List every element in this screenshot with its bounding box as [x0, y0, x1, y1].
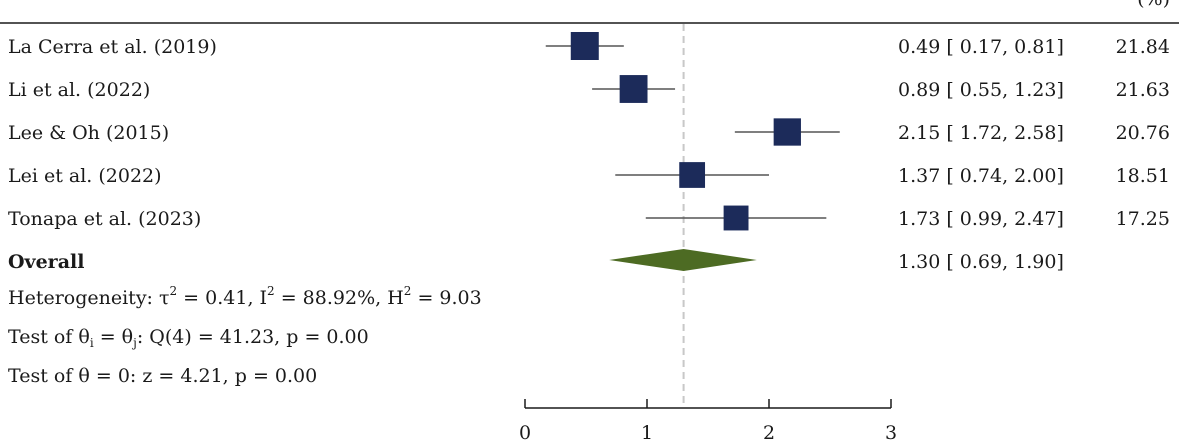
- overall-label: Overall: [8, 251, 84, 273]
- study-effect-square: [619, 75, 648, 103]
- study-weight-text: 17.25: [1116, 208, 1170, 230]
- heterogeneity-mid-1: = 0.41, I: [177, 287, 267, 309]
- study-name: Lee & Oh (2015): [8, 122, 169, 144]
- heterogeneity-prefix: Heterogeneity: τ: [8, 287, 170, 309]
- study-effect-square: [723, 205, 749, 231]
- study-effect-square: [570, 32, 599, 60]
- overall-ci-text: 1.30 [ 0.69, 1.90]: [898, 251, 1064, 273]
- study-row: La Cerra et al. (2019) 0.49 [ 0.17, 0.81]…: [8, 32, 1170, 60]
- test-theta-i-prefix: Test of θ: [8, 326, 90, 348]
- study-name: Tonapa et al. (2023): [8, 208, 201, 230]
- x-tick-label: 1: [641, 422, 653, 442]
- heterogeneity-sup-i: 2: [267, 284, 275, 298]
- study-weight-text: 21.84: [1116, 36, 1170, 58]
- study-row: Lee & Oh (2015) 2.15 [ 1.72, 2.58] 20.76: [8, 118, 1170, 146]
- test-theta-i-end: : Q(4) = 41.23, p = 0.00: [137, 326, 369, 348]
- test-theta-i-text: Test of θi = θj: Q(4) = 41.23, p = 0.00: [8, 326, 369, 350]
- heterogeneity-sup-tau: 2: [170, 284, 178, 298]
- study-rows: La Cerra et al. (2019) 0.49 [ 0.17, 0.81]…: [8, 32, 1170, 231]
- study-ci-text: 1.37 [ 0.74, 2.00]: [898, 165, 1064, 187]
- study-row: Li et al. (2022) 0.89 [ 0.55, 1.23] 21.63: [8, 75, 1170, 103]
- x-axis-ticks: 0 1 2 3: [519, 399, 897, 442]
- study-weight-text: 18.51: [1116, 165, 1170, 187]
- heterogeneity-end: = 9.03: [411, 287, 481, 309]
- study-ci-text: 1.73 [ 0.99, 2.47]: [898, 208, 1064, 230]
- x-tick-label: 0: [519, 422, 531, 442]
- heterogeneity-mid-2: = 88.92%, H: [275, 287, 404, 309]
- study-weight-text: 21.63: [1116, 79, 1170, 101]
- header-weight-label: (%): [1137, 0, 1170, 10]
- test-theta-i-sub-i: i: [90, 336, 94, 350]
- study-row: Lei et al. (2022) 1.37 [ 0.74, 2.00] 18.51: [8, 162, 1170, 188]
- overall-diamond: [609, 249, 757, 271]
- study-effect-square: [679, 162, 706, 188]
- test-theta-zero-text: Test of θ = 0: z = 4.21, p = 0.00: [8, 365, 317, 387]
- study-ci-text: 2.15 [ 1.72, 2.58]: [898, 122, 1064, 144]
- x-tick-label: 2: [763, 422, 775, 442]
- study-ci-text: 0.89 [ 0.55, 1.23]: [898, 79, 1064, 101]
- study-name: Lei et al. (2022): [8, 165, 162, 187]
- heterogeneity-text: Heterogeneity: τ2 = 0.41, I2 = 88.92%, H…: [8, 284, 482, 309]
- study-name: La Cerra et al. (2019): [8, 36, 217, 58]
- test-theta-i-sub-j: j: [131, 336, 137, 350]
- study-ci-text: 0.49 [ 0.17, 0.81]: [898, 36, 1064, 58]
- study-weight-text: 20.76: [1116, 122, 1170, 144]
- heterogeneity-sup-h: 2: [404, 284, 412, 298]
- study-name: Li et al. (2022): [8, 79, 150, 101]
- x-tick-label: 3: [885, 422, 897, 442]
- study-row: Tonapa et al. (2023) 1.73 [ 0.99, 2.47] 17…: [8, 205, 1170, 231]
- test-theta-i-mid: = θ: [94, 326, 133, 348]
- study-effect-square: [773, 118, 801, 146]
